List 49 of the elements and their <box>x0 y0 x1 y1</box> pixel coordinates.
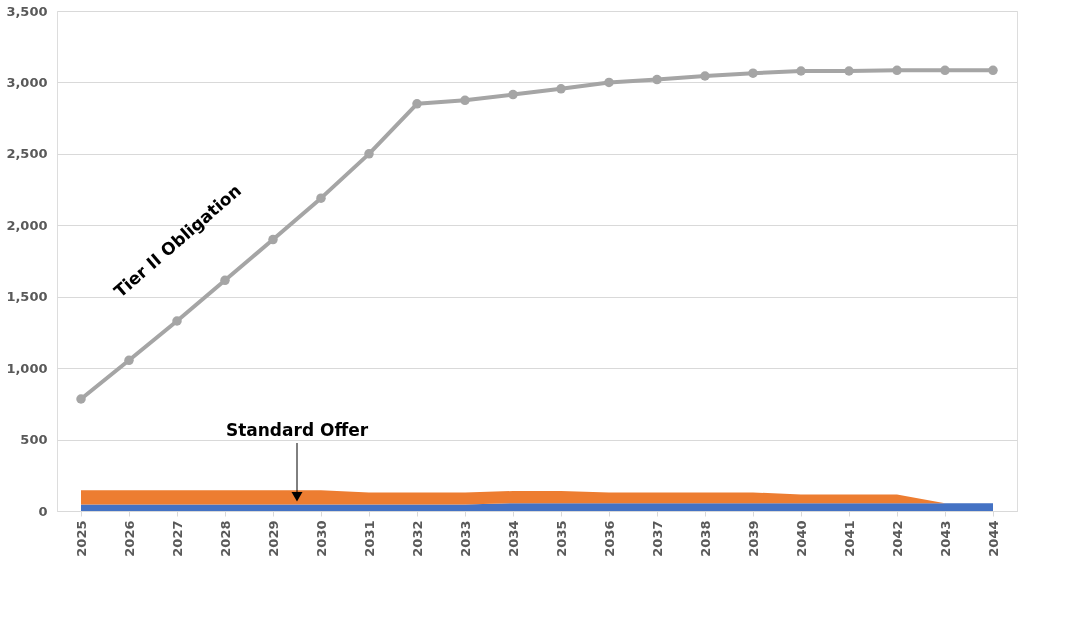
point <box>652 74 662 85</box>
x-tick-label: 2042 <box>889 520 905 557</box>
x-tick-label: 2035 <box>553 520 569 557</box>
point <box>796 66 806 76</box>
point <box>700 71 710 81</box>
y-tick-label: 1,000 <box>6 360 48 376</box>
x-tick-label: 2031 <box>361 520 377 557</box>
point <box>268 234 278 245</box>
point <box>364 149 374 159</box>
point <box>76 394 86 404</box>
x-tick-label: 2028 <box>217 520 233 557</box>
x-tick-label: 2039 <box>745 520 761 557</box>
x-tick-label: 2038 <box>697 520 713 557</box>
point <box>316 193 326 203</box>
x-tick-label: 2034 <box>505 520 521 557</box>
x-tick-label: 2025 <box>73 520 89 557</box>
x-tick-label: 2040 <box>793 520 809 557</box>
point <box>940 65 950 76</box>
y-tick-label: 3,500 <box>6 3 48 19</box>
x-tick-label: 2026 <box>121 520 137 557</box>
point <box>220 275 230 286</box>
y-tick-label: 2,000 <box>6 217 48 233</box>
x-tick-label: 2027 <box>169 520 185 557</box>
point <box>124 355 134 366</box>
point <box>892 65 902 76</box>
x-tick-label: 2030 <box>313 520 329 557</box>
x-tick-label: 2037 <box>649 520 665 557</box>
x-tick-label: 2029 <box>265 520 281 557</box>
y-tick-label: 3,000 <box>6 74 48 90</box>
point <box>748 68 758 78</box>
point <box>172 316 182 326</box>
x-tick-label: 2044 <box>985 520 1001 557</box>
y-tick-label: 2,500 <box>6 146 48 162</box>
point <box>508 89 518 100</box>
point <box>844 66 854 76</box>
y-tick-label: 500 <box>20 432 48 448</box>
point <box>556 84 566 94</box>
x-tick-label: 2032 <box>409 520 425 557</box>
annotation: Standard Offer <box>225 420 369 440</box>
point <box>988 65 998 76</box>
point <box>604 77 614 88</box>
x-tick-label: 2043 <box>937 520 953 557</box>
point <box>460 95 470 106</box>
x-tick-label: 2041 <box>841 520 857 557</box>
x-tick-label: 2033 <box>457 520 473 557</box>
y-tick-label: 1,500 <box>6 289 48 305</box>
point <box>412 99 422 109</box>
x-tick-label: 2036 <box>601 520 617 557</box>
y-tick-label: 0 <box>38 503 48 519</box>
